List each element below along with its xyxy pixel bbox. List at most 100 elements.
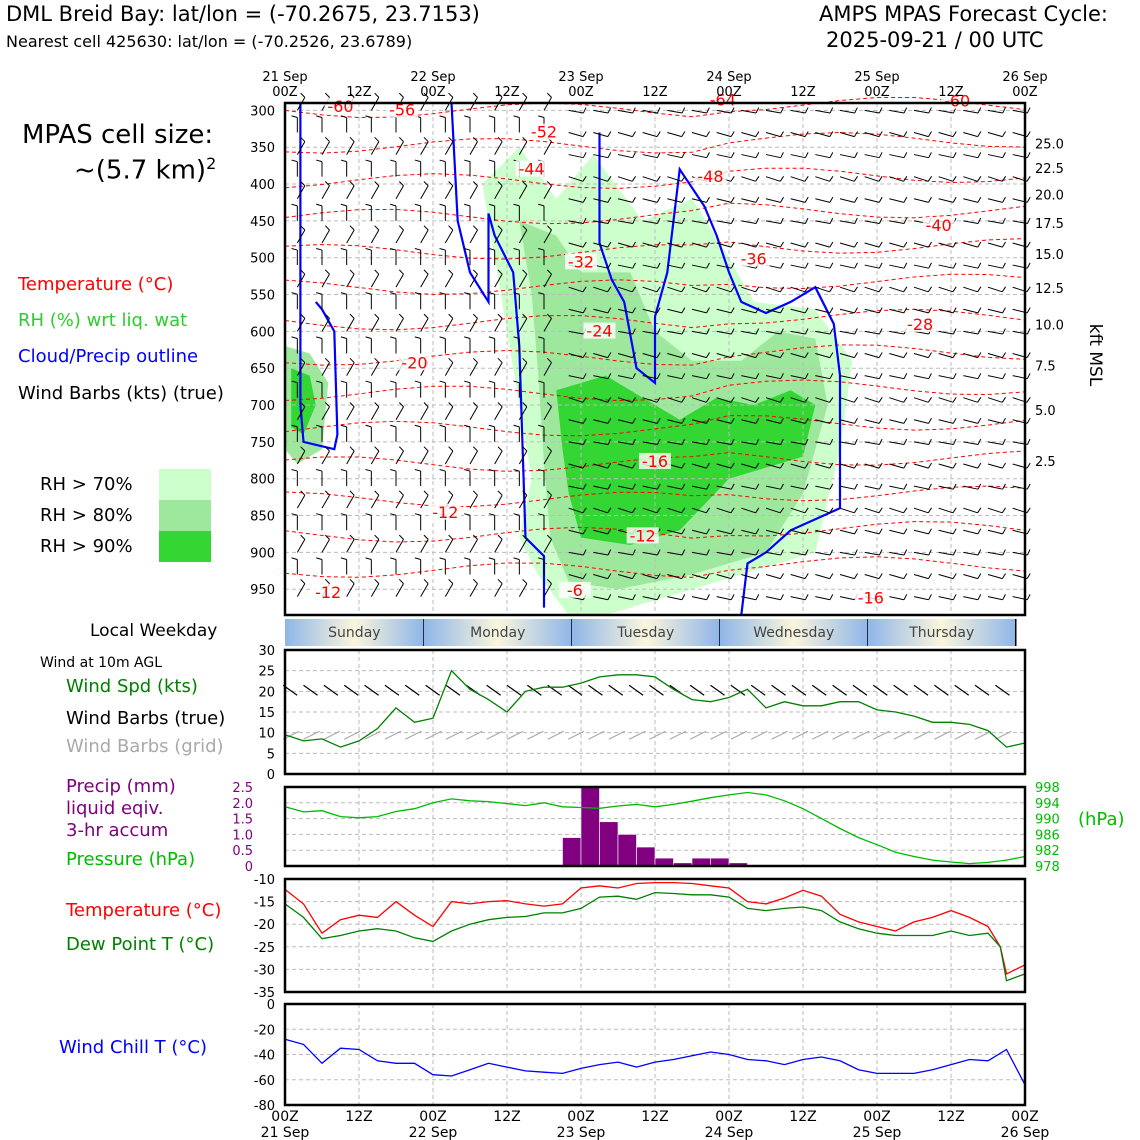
wind-barb-flag	[681, 286, 686, 293]
wind-barb-flag	[681, 131, 686, 137]
wind-barb-flag	[706, 528, 710, 535]
wind-barb	[790, 330, 806, 335]
wind-barb-flag	[854, 307, 858, 314]
wind-barb-flag	[291, 203, 298, 207]
temp-label-bg	[941, 92, 974, 109]
wind-barb	[642, 109, 658, 114]
bottom-hour-label: 12Z	[345, 1109, 372, 1125]
wind-barb-flag	[488, 380, 495, 384]
wind-barb	[617, 198, 633, 203]
wind-tick-label: 10	[258, 727, 275, 742]
top-date-label: 21 Sep	[262, 70, 307, 85]
wind-barb-flag	[804, 307, 809, 314]
wind-barb-flag	[730, 286, 735, 293]
wind-barb	[691, 419, 707, 424]
wind-barb-flag	[291, 468, 298, 472]
wind-barb	[716, 264, 732, 269]
wind-barb	[839, 485, 855, 490]
temperature-contour-label: -32	[568, 252, 594, 271]
wind-barb-flag	[878, 438, 883, 445]
wind-barb	[568, 529, 584, 535]
wind-barb	[593, 485, 609, 490]
grid-wind-barb	[506, 730, 524, 740]
wind-barb-flag	[607, 373, 612, 379]
wind-barb-flag	[779, 286, 784, 293]
wind-barb-flag	[472, 490, 478, 496]
wind-barb-flag	[414, 557, 421, 560]
surface-wind-barb	[771, 684, 786, 696]
surface-wind-barb	[404, 684, 420, 696]
wind-barb	[815, 198, 831, 203]
wind-barb-flag	[780, 328, 784, 335]
wind-barb	[568, 308, 584, 314]
wind-barb-flag	[423, 181, 429, 187]
legend-rh70-swatch	[159, 469, 211, 500]
wind-barb-flag	[324, 534, 330, 540]
wind-barb-flag	[607, 262, 612, 269]
wind-barb-flag	[488, 292, 495, 295]
wind-barb-flag	[291, 115, 298, 118]
wind-barb-flag	[878, 352, 883, 358]
wind-barb	[716, 198, 732, 203]
wind-barb-flag	[582, 438, 587, 445]
wind-barb-flag	[854, 152, 858, 158]
surface-wind-barb	[588, 684, 603, 696]
wind-barb	[963, 198, 979, 203]
surface-wind-barb	[689, 684, 705, 696]
temperature-contour	[284, 273, 1026, 295]
wind-barb-flag	[878, 397, 883, 403]
wind-barb	[444, 229, 454, 244]
wind-barb-flag	[903, 573, 908, 579]
wind-barb-flag	[513, 557, 520, 560]
wind-barb	[617, 441, 633, 445]
wind-barb-flag	[582, 462, 587, 469]
wind-barb-flag	[755, 594, 760, 600]
bottom-hour-label: 00Z	[419, 1109, 446, 1125]
wind-barb-flag	[804, 573, 809, 579]
wind-barb-flag	[952, 176, 957, 182]
wind-barb	[839, 551, 855, 556]
wind-speed-line	[284, 669, 1026, 748]
wind-barb-flag	[398, 534, 404, 540]
wind-barb	[370, 229, 380, 244]
wind-barb	[716, 419, 732, 424]
grid-wind-barb	[323, 730, 341, 740]
wind-barb	[617, 154, 633, 159]
temp-label-bg	[922, 217, 955, 234]
wind-barb-flag	[349, 136, 355, 142]
height-tick-label: 15.0	[1035, 248, 1064, 263]
cell-size-label: MPAS cell size:	[22, 120, 214, 150]
wind-tick-label: 5	[267, 747, 275, 762]
wind-barb	[617, 308, 633, 314]
wind-barb-flag	[1026, 176, 1031, 182]
grid-wind-barb	[934, 730, 951, 740]
wind-barb	[494, 362, 503, 376]
wind-barb	[296, 494, 306, 509]
wind-barb-flag	[464, 292, 471, 295]
temperature-line	[284, 881, 1026, 975]
wind-barb	[889, 109, 905, 114]
wind-barb	[716, 397, 732, 403]
wind-barb-flag	[829, 483, 834, 490]
wind-barb-flag	[423, 446, 429, 452]
wind-barb-flag	[780, 549, 784, 556]
wind-barb-flag	[582, 217, 587, 224]
wind-barb-flag	[1026, 417, 1031, 424]
wind-barb-flag	[1002, 217, 1006, 224]
grid-wind-barb	[771, 730, 788, 740]
wind-barb	[667, 308, 683, 314]
wind-barb	[716, 352, 732, 359]
surface-wind-barb	[343, 684, 359, 696]
wind-barb	[593, 242, 608, 248]
surface-wind-barb	[811, 684, 827, 696]
wind-barb	[444, 273, 454, 288]
temperature-contour-label: -56	[389, 101, 415, 120]
wind-barb-flag	[656, 594, 661, 600]
precip-tick-label: 2.5	[232, 781, 253, 796]
wind-barb-flag	[1026, 594, 1031, 600]
wind-barb-flag	[730, 397, 735, 403]
wind-barb	[815, 109, 831, 114]
wind-barb-flag	[423, 490, 429, 496]
wind-barb	[593, 109, 609, 114]
temp-label-bg	[904, 315, 937, 332]
